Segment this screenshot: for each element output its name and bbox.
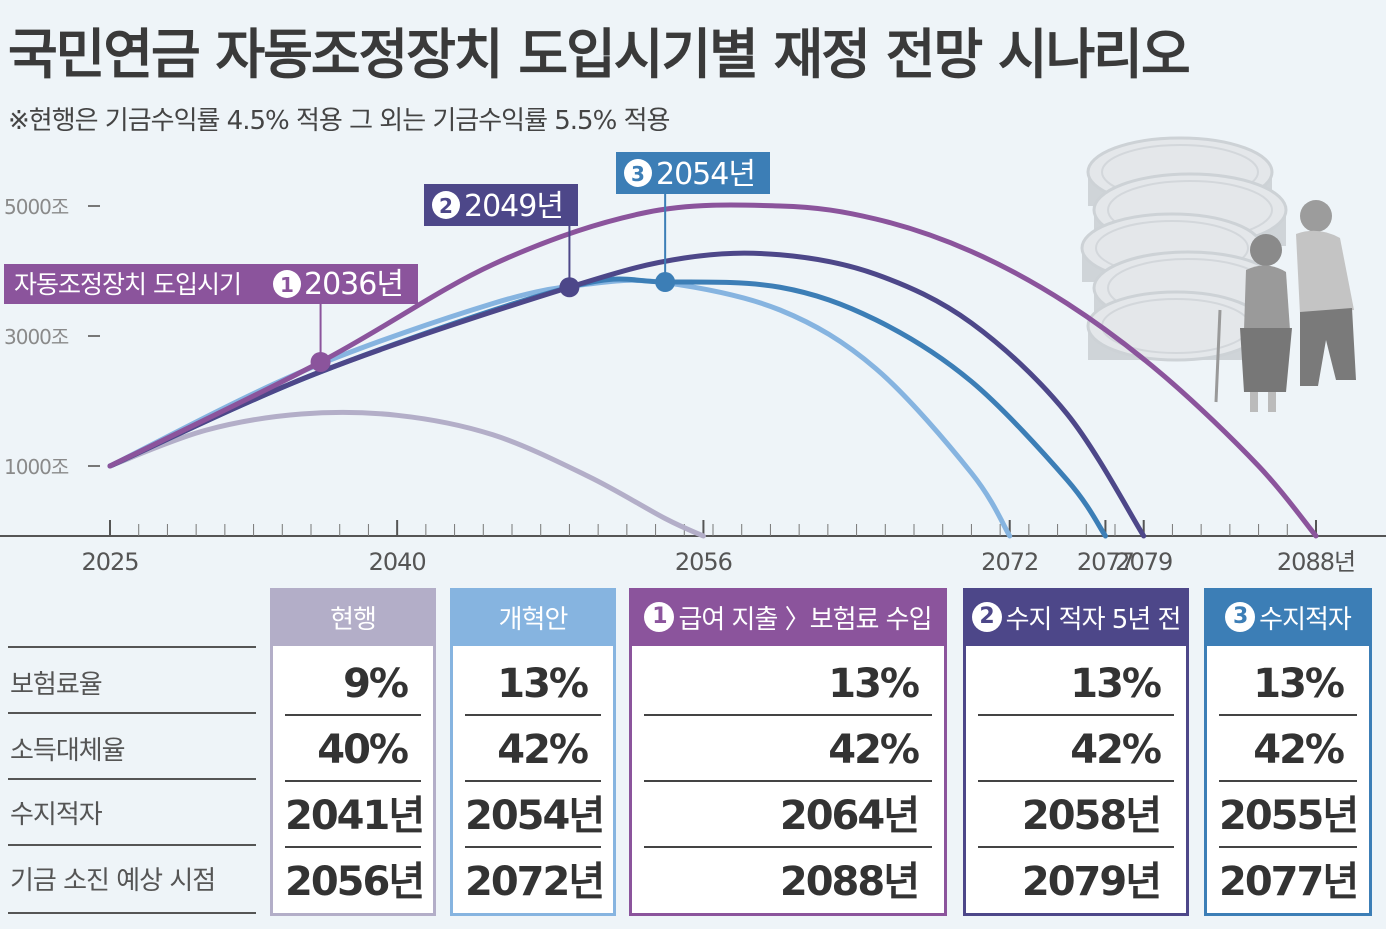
scenario-marker (559, 277, 580, 298)
grandpa-head (1300, 200, 1332, 232)
series-line-3 (107, 202, 1319, 539)
table-cell: 13% (1219, 652, 1357, 716)
table-column-2: 개혁안 13% 42% 2054년 2072년 (450, 588, 616, 916)
column-header: 2 수지 적자 5년 전 (963, 588, 1189, 646)
y-tick-label: 3000조 (4, 325, 69, 349)
column-header: 3 수지적자 (1204, 588, 1372, 646)
row-label-premium-rate: 보험료율 (10, 670, 103, 700)
table-cell: 2079년 (1021, 859, 1162, 905)
cane (1214, 309, 1222, 403)
row-divider (8, 646, 256, 648)
grandpa-pants (1300, 308, 1356, 386)
table-cell: 2058년 (978, 784, 1174, 848)
table-cell: 2041년 (285, 784, 425, 848)
column-header: 1 급여 지출 〉보험료 수입 (629, 588, 947, 646)
x-tick-label: 2056 (675, 548, 732, 576)
table-column-5: 3 수지적자 13% 42% 2055년 2077년 (1204, 588, 1372, 916)
y-tick-label: 5000조 (4, 195, 69, 219)
grandma-head (1250, 234, 1282, 266)
scenario-marker (310, 352, 331, 372)
table-cell: 2064년 (644, 784, 932, 848)
callout-year-2: 2049년 (464, 189, 563, 224)
badge-number-1: 1 (280, 273, 294, 297)
column-header-label: 개혁안 (498, 604, 569, 635)
column-body: 13% 42% 2064년 2088년 (629, 646, 947, 916)
callout-box-1 (4, 264, 418, 304)
coins-elderly-illustration (1080, 136, 1356, 412)
table-cell: 2055년 (1219, 784, 1359, 848)
series-line-1 (107, 409, 706, 539)
table-column-1: 현행 9% 40% 2041년 2056년 (270, 588, 436, 916)
table-cell: 13% (465, 652, 601, 716)
table-cell: 2054년 (465, 784, 605, 848)
column-header-label: 급여 지출 〉보험료 수입 (678, 604, 932, 635)
column-header: 개혁안 (450, 588, 616, 646)
row-divider (8, 712, 256, 714)
badge-number-3: 3 (631, 162, 645, 186)
grandpa-body (1296, 230, 1354, 314)
row-label-depletion-year: 기금 소진 예상 시점 (10, 866, 216, 896)
column-header-label: 수지적자 (1259, 604, 1352, 635)
header-badge: 1 (644, 602, 675, 632)
table-cell: 42% (465, 718, 601, 782)
header-badge: 2 (971, 602, 1002, 632)
row-label-replacement-rate: 소득대체율 (10, 736, 126, 766)
page-title: 국민연금 자동조정장치 도입시기별 재정 전망 시나리오 (8, 23, 1191, 86)
row-label-deficit-year: 수지적자 (10, 800, 103, 830)
table-cell: 42% (644, 718, 932, 782)
row-divider (8, 844, 256, 846)
table-cell: 42% (1219, 718, 1357, 782)
scenario-marker (655, 272, 676, 293)
column-body: 13% 42% 2055년 2077년 (1204, 646, 1372, 916)
grandma-body (1244, 265, 1290, 330)
table-cell: 13% (978, 652, 1174, 716)
column-body: 13% 42% 2054년 2072년 (450, 646, 616, 916)
grandma-leg (1268, 392, 1276, 412)
table-cell: 40% (285, 718, 421, 782)
table-cell: 9% (285, 652, 421, 716)
y-tick-label: 1000조 (4, 455, 69, 479)
series-line-5 (107, 276, 1108, 539)
x-tick-label: 2025 (81, 548, 138, 576)
table-cell: 2088년 (779, 859, 920, 905)
header-badge: 3 (1225, 602, 1256, 632)
x-tick-label: 2088년 (1277, 548, 1355, 576)
row-divider (8, 912, 256, 914)
table-cell: 2072년 (465, 859, 605, 905)
badge-number-2: 2 (439, 194, 453, 218)
badge-circle-1 (273, 270, 301, 298)
column-header-label: 현행 (330, 604, 377, 635)
badge-circle-2 (432, 191, 460, 219)
badge-circle-3 (624, 159, 652, 187)
grandma-skirt (1240, 328, 1292, 392)
callout-year-1: 2036년 (304, 267, 403, 302)
table-cell: 13% (644, 652, 932, 716)
x-tick-label: 2077 (1077, 548, 1134, 576)
table-column-4: 2 수지 적자 5년 전 13% 42% 2058년 2079년 (963, 588, 1189, 916)
x-tick-label: 2040 (369, 548, 426, 576)
coin (1086, 290, 1266, 362)
column-header: 현행 (270, 588, 436, 646)
column-body: 9% 40% 2041년 2056년 (270, 646, 436, 916)
callout-text-1: 자동조정장치 도입시기 (14, 270, 241, 299)
table-cell: 42% (978, 718, 1174, 782)
column-body: 13% 42% 2058년 2079년 (963, 646, 1189, 916)
x-tick-label: 2079 (1115, 548, 1172, 576)
table-cell: 2077년 (1219, 859, 1359, 905)
subtitle: ※현행은 기금수익률 4.5% 적용 그 외는 기금수익률 5.5% 적용 (8, 106, 670, 136)
grandma-leg (1250, 392, 1258, 412)
table-column-3: 1 급여 지출 〉보험료 수입 13% 42% 2064년 2088년 (629, 588, 947, 916)
x-tick-label: 2072 (981, 548, 1038, 576)
callout-year-3: 2054년 (656, 157, 755, 192)
row-divider (8, 778, 256, 780)
column-header-label: 수지 적자 5년 전 (1005, 604, 1182, 635)
comparison-table: 보험료율 소득대체율 수지적자 기금 소진 예상 시점 현행 9% 40% 2041년… (0, 588, 1386, 929)
table-cell: 2056년 (285, 859, 425, 905)
